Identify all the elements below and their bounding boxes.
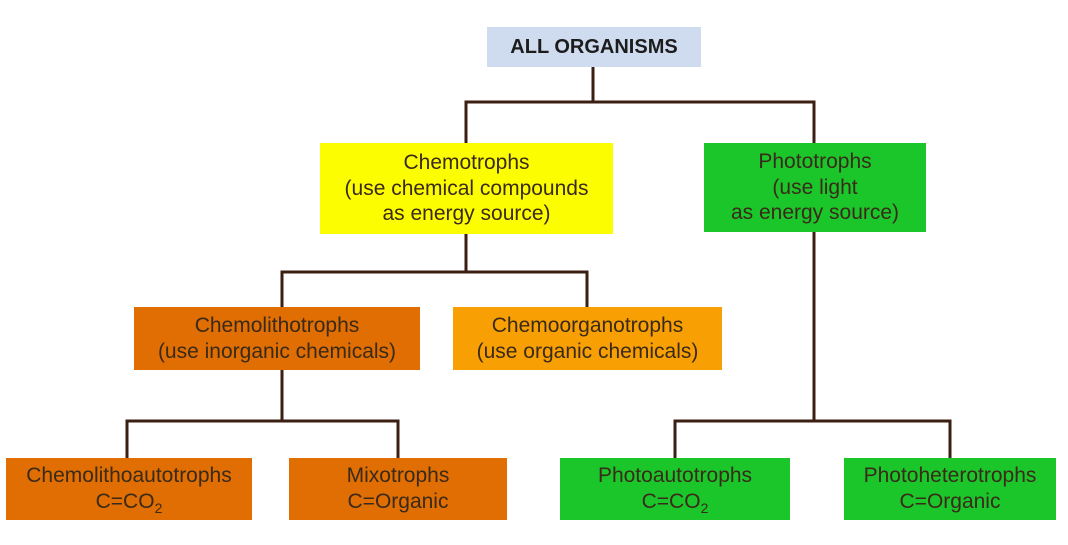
chemolithotrophs-title: Chemolithotrophs — [194, 313, 360, 337]
carbon-formula-prefix: C=CO — [641, 490, 701, 513]
chemolithoautotrophs-title: Chemolithoautotrophs — [26, 464, 232, 488]
carbon-formula-subscript: 2 — [154, 500, 163, 516]
mixotrophs-carbon: C=Organic — [347, 490, 449, 513]
node-photoautotrophs: Photoautotrophs C=CO2 — [560, 458, 790, 520]
node-chemolithoautotrophs: Chemolithoautotrophs C=CO2 — [6, 458, 252, 520]
chemolithotrophs-desc: (use inorganic chemicals) — [157, 339, 397, 363]
photoautotrophs-title: Photoautotrophs — [597, 464, 753, 488]
node-all-organisms-label: ALL ORGANISMS — [510, 35, 678, 58]
node-mixotrophs: Mixotrophs C=Organic — [289, 458, 507, 520]
carbon-formula-subscript: 2 — [700, 500, 709, 516]
phototrophs-desc-line1: (use light — [772, 175, 858, 199]
phototrophs-title: Phototrophs — [758, 150, 872, 174]
chemotrophs-title: Chemotrophs — [403, 151, 530, 175]
node-all-organisms: ALL ORGANISMS — [487, 27, 701, 67]
chemoorganotrophs-title: Chemoorganotrophs — [491, 313, 684, 337]
chemotrophs-desc-line1: (use chemical compounds — [344, 176, 589, 200]
node-phototrophs: Phototrophs (use light as energy source) — [704, 143, 926, 232]
photoheterotrophs-title: Photoheterotrophs — [863, 464, 1037, 488]
node-chemotrophs: Chemotrophs (use chemical compounds as e… — [320, 143, 613, 234]
chemotrophs-desc-line2: as energy source) — [382, 202, 551, 226]
mixotrophs-title: Mixotrophs — [346, 464, 450, 488]
node-chemoorganotrophs: Chemoorganotrophs (use organic chemicals… — [453, 307, 722, 370]
chemolithoautotrophs-carbon: C=CO2 — [96, 489, 163, 515]
photoheterotrophs-carbon: C=Organic — [899, 490, 1001, 513]
phototrophs-desc-line2: as energy source) — [730, 201, 900, 225]
chemoorganotrophs-desc: (use organic chemicals) — [476, 339, 699, 363]
carbon-formula-prefix: C=CO — [95, 490, 155, 513]
node-chemolithotrophs: Chemolithotrophs (use inorganic chemical… — [134, 307, 420, 370]
node-photoheterotrophs: Photoheterotrophs C=Organic — [844, 458, 1056, 520]
photoautotrophs-carbon: C=CO2 — [642, 489, 709, 515]
